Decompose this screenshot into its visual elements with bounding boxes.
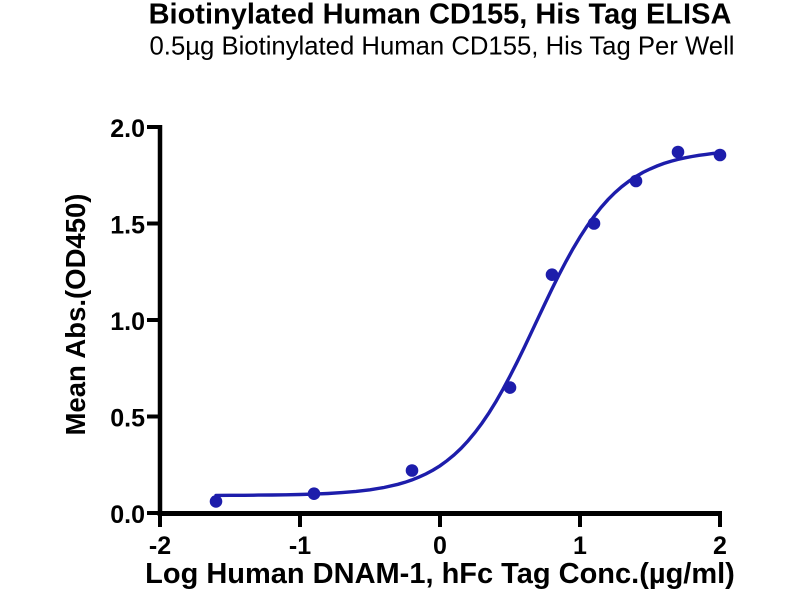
svg-text:0.5µg Biotinylated Human CD155: 0.5µg Biotinylated Human CD155, His Tag … (150, 33, 735, 61)
svg-text:1: 1 (573, 532, 587, 560)
svg-text:2: 2 (713, 532, 727, 560)
svg-text:Mean Abs.(OD450): Mean Abs.(OD450) (60, 194, 91, 436)
svg-text:-1: -1 (289, 532, 311, 560)
svg-text:0.0: 0.0 (110, 501, 145, 529)
svg-text:1.5: 1.5 (110, 212, 145, 240)
svg-text:Log Human DNAM-1, hFc Tag Conc: Log Human DNAM-1, hFc Tag Conc.(µg/ml) (145, 558, 735, 590)
svg-text:Biotinylated Human CD155, His: Biotinylated Human CD155, His Tag ELISA (149, 0, 732, 31)
svg-text:0: 0 (433, 532, 447, 560)
svg-text:-2: -2 (149, 532, 171, 560)
svg-text:0.5: 0.5 (110, 405, 145, 433)
svg-text:2.0: 2.0 (110, 115, 145, 143)
svg-text:1.0: 1.0 (110, 308, 145, 336)
